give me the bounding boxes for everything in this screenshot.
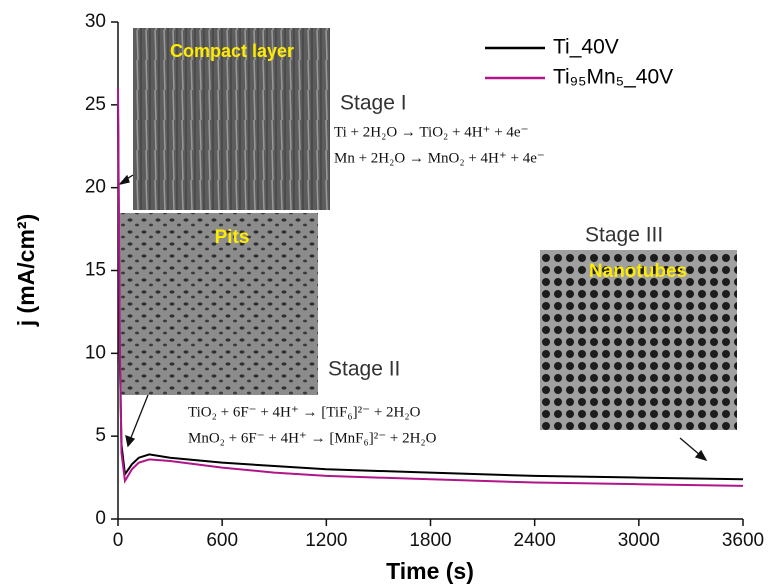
arrow-head bbox=[118, 174, 130, 186]
series-line bbox=[117, 88, 744, 487]
arrow bbox=[129, 394, 149, 441]
arrows bbox=[118, 174, 708, 462]
arrow-head bbox=[694, 449, 708, 462]
x-tick-label: 1200 bbox=[305, 530, 347, 551]
sem-image bbox=[540, 250, 737, 430]
annotation: Stage II bbox=[328, 358, 400, 381]
arrow bbox=[679, 437, 701, 456]
x-tick-label: 2400 bbox=[514, 530, 556, 551]
annotation: Ti + 2H₂O → TiO₂ + 4H⁺ + 4e⁻ bbox=[334, 124, 529, 140]
y-tick-label: 25 bbox=[85, 94, 106, 115]
y-tick-label: 0 bbox=[95, 508, 106, 529]
x-tick-label: 1800 bbox=[409, 530, 451, 551]
y-tick-label: 15 bbox=[85, 260, 106, 281]
x-tick-label: 0 bbox=[113, 530, 124, 551]
y-tick-label: 20 bbox=[85, 177, 106, 198]
y-tick-label: 5 bbox=[95, 425, 106, 446]
inset-label: Compact layer bbox=[170, 41, 294, 61]
legend-label: Ti₉₅Mn₅_40V bbox=[553, 66, 673, 89]
legend-label: Ti_40V bbox=[553, 36, 619, 59]
x-tick-label: 600 bbox=[206, 530, 238, 551]
inset-images bbox=[120, 28, 737, 430]
x-tick-label: 3000 bbox=[618, 530, 660, 551]
annotation: MnO₂ + 6F⁻ + 4H⁺ → [MnF₆]²⁻ + 2H₂O bbox=[188, 430, 437, 446]
y-tick-label: 10 bbox=[85, 342, 106, 363]
annotation: TiO₂ + 6F⁻ + 4H⁺ → [TiF₆]²⁻ + 2H₂O bbox=[188, 404, 421, 420]
inset-label: Pits bbox=[215, 227, 250, 248]
inset-label: Nanotubes bbox=[589, 261, 687, 282]
annotation: Stage I bbox=[340, 92, 407, 115]
y-axis-title: j (mA/cm²) bbox=[13, 214, 39, 327]
y-tick-label: 30 bbox=[85, 11, 106, 32]
x-tick-label: 3600 bbox=[722, 530, 764, 551]
annotation: Stage III bbox=[585, 224, 663, 247]
annotation: Mn + 2H₂O → MnO₂ + 4H⁺ + 4e⁻ bbox=[334, 150, 545, 166]
sem-image bbox=[120, 213, 318, 395]
arrow-head bbox=[125, 434, 136, 448]
x-axis-title: Time (s) bbox=[386, 558, 474, 584]
sem-image bbox=[133, 28, 330, 210]
